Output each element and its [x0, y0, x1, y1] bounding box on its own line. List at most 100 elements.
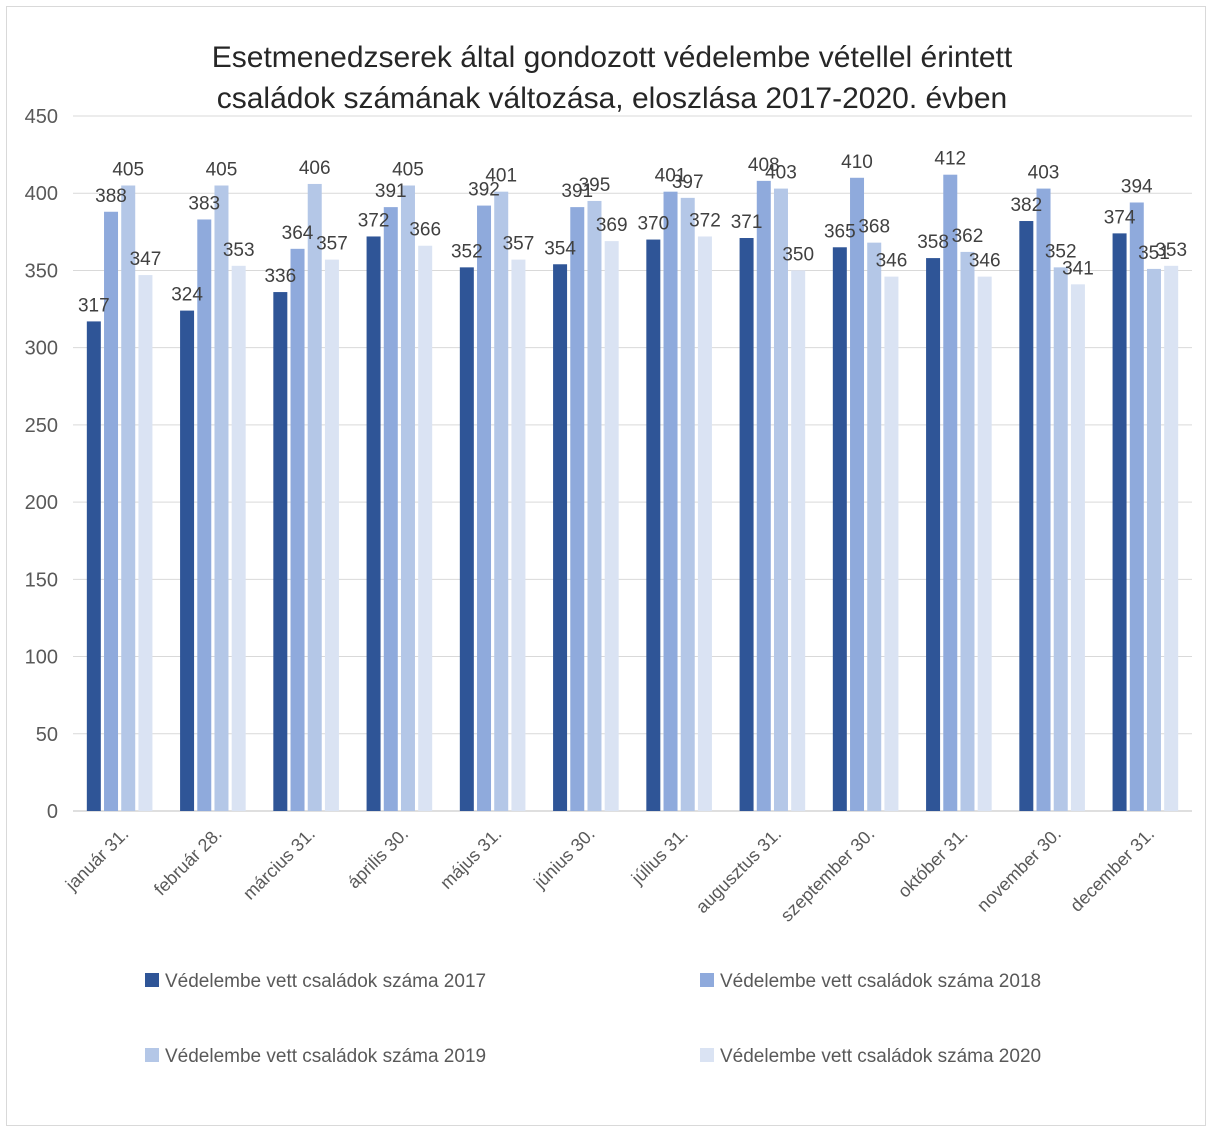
y-tick-label: 300: [25, 338, 58, 360]
data-label: 383: [188, 193, 220, 214]
bar: [978, 277, 992, 811]
legend-swatch: [145, 973, 159, 987]
legend-label: Védelembe vett családok száma 2017: [165, 971, 486, 992]
data-label: 336: [264, 266, 296, 287]
data-label: 374: [1104, 207, 1136, 228]
y-tick-label: 450: [25, 106, 58, 128]
x-tick-label: szeptember 30.: [777, 824, 879, 926]
data-label: 394: [1121, 176, 1153, 197]
x-tick-label: november 30.: [973, 824, 1065, 916]
data-label: 372: [358, 210, 390, 231]
data-label: 372: [689, 210, 721, 231]
x-tick-label: március 31.: [239, 824, 319, 904]
chart-title-line-2: családok számának változása, eloszlása 2…: [217, 82, 1008, 115]
bar: [232, 266, 246, 811]
bar: [646, 240, 660, 811]
bar: [698, 236, 712, 811]
y-tick-label: 350: [25, 260, 58, 282]
y-tick-label: 400: [25, 183, 58, 205]
bar: [570, 207, 584, 811]
bar: [325, 260, 339, 811]
data-label: 346: [969, 251, 1001, 272]
data-label: 397: [672, 172, 704, 193]
bar: [587, 201, 601, 811]
bar: [850, 178, 864, 811]
bar: [867, 243, 881, 811]
bar: [477, 206, 491, 811]
chart-title: Esetmenedzserek által gondozott védelemb…: [212, 41, 1013, 115]
bar: [943, 175, 957, 811]
bar: [460, 267, 474, 811]
bar: [774, 189, 788, 811]
data-label: 364: [282, 223, 314, 244]
x-tick-label: augusztus 31.: [692, 824, 785, 917]
data-label: 365: [824, 221, 856, 242]
y-tick-label: 250: [25, 415, 58, 437]
bar: [291, 249, 305, 811]
data-label: 317: [78, 295, 110, 316]
data-label: 350: [782, 244, 814, 265]
data-label: 410: [841, 152, 873, 173]
data-label: 353: [1155, 240, 1187, 261]
bar: [926, 258, 940, 811]
data-label: 352: [451, 241, 483, 262]
data-label: 366: [409, 220, 441, 241]
bar: [214, 186, 228, 812]
data-label: 406: [299, 158, 331, 179]
data-label: 347: [130, 249, 162, 270]
bar: [1130, 202, 1144, 811]
bar: [511, 260, 525, 811]
x-tick-label: május 31.: [436, 824, 505, 893]
legend-item: Védelembe vett családok száma 2019: [145, 1046, 486, 1067]
data-label: 405: [392, 160, 424, 181]
y-tick-label: 200: [25, 492, 58, 514]
bar: [757, 181, 771, 811]
data-label: 382: [1010, 195, 1042, 216]
bar: [197, 219, 211, 811]
data-label: 403: [765, 163, 797, 184]
x-tick-label: október 31.: [894, 824, 972, 902]
legend-swatch: [700, 973, 714, 987]
bar: [1037, 189, 1051, 811]
x-tick-label: június 30.: [529, 824, 598, 893]
y-axis-tick-labels: 050100150200250300350400450: [25, 106, 58, 823]
bar: [960, 252, 974, 811]
bar: [833, 247, 847, 811]
data-label: 391: [375, 181, 407, 202]
bar: [121, 186, 135, 812]
x-tick-label: április 30.: [344, 824, 413, 893]
bar: [791, 270, 805, 811]
data-label: 324: [171, 285, 203, 306]
bar: [273, 292, 287, 811]
bar: [308, 184, 322, 811]
data-label: 346: [876, 251, 908, 272]
bar: [180, 311, 194, 811]
data-label: 369: [596, 215, 628, 236]
legend-swatch: [700, 1048, 714, 1062]
data-label: 358: [917, 232, 949, 253]
legend-item: Védelembe vett családok száma 2018: [700, 971, 1041, 992]
bar: [1019, 221, 1033, 811]
legend-label: Védelembe vett családok száma 2019: [165, 1046, 486, 1067]
y-tick-label: 50: [36, 724, 58, 746]
bar: [605, 241, 619, 811]
data-label: 357: [316, 234, 348, 255]
bar: [367, 236, 381, 811]
data-label: 405: [112, 160, 144, 181]
data-label: 341: [1062, 258, 1094, 279]
bar: [740, 238, 754, 811]
bar: [1054, 267, 1068, 811]
data-label: 370: [637, 214, 669, 235]
data-label: 403: [1028, 163, 1060, 184]
data-label: 368: [858, 217, 890, 238]
x-axis-tick-labels: január 31. február 28. március 31. április …: [61, 824, 1158, 926]
bar: [1113, 233, 1127, 811]
bar: [401, 186, 415, 812]
bar: [494, 192, 508, 811]
data-label: 395: [579, 175, 611, 196]
x-tick-label: július 31.: [627, 824, 692, 889]
bar: [681, 198, 695, 811]
legend-label: Védelembe vett családok száma 2018: [720, 971, 1041, 992]
bar: [87, 321, 101, 811]
